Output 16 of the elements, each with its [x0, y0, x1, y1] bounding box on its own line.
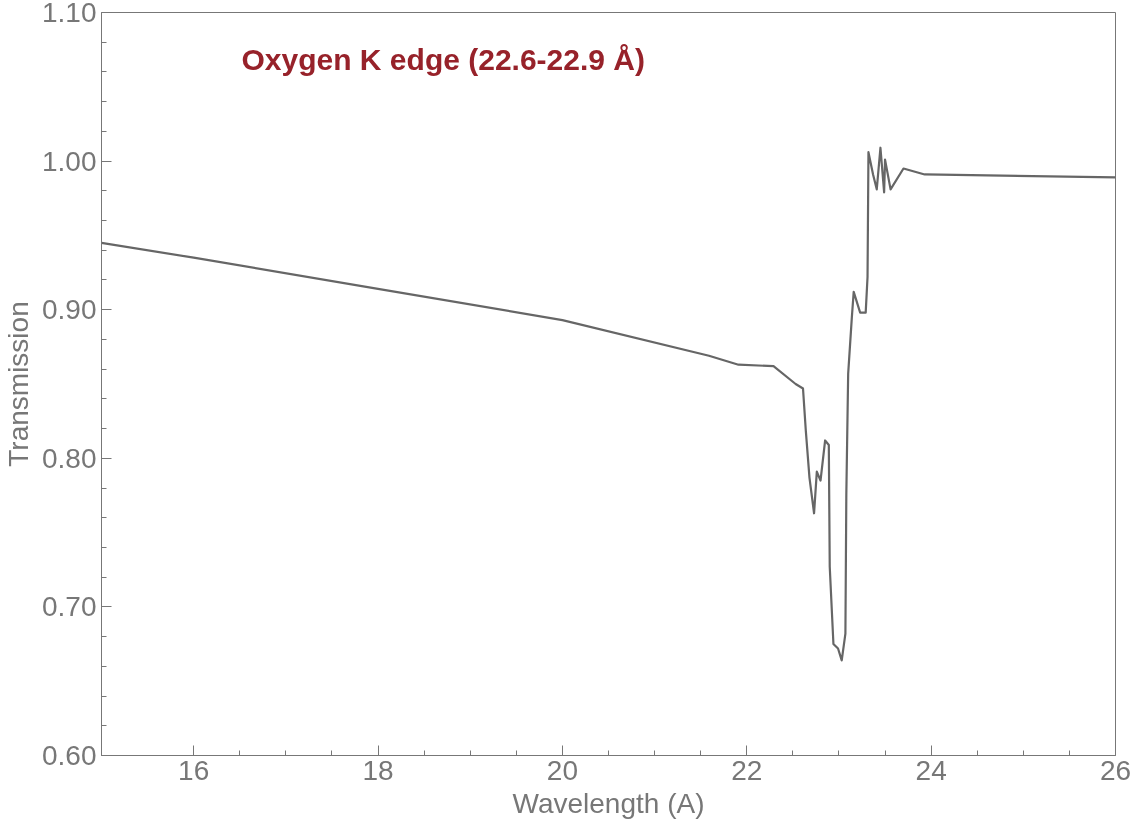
y-tick-label: 1.00: [42, 145, 97, 177]
annotation: Oxygen K edge (22.6-22.9 Å): [241, 42, 645, 76]
y-tick-label: 0.90: [42, 294, 97, 326]
x-axis-title: Wavelength (A): [512, 787, 705, 819]
y-tick-label: 1.10: [42, 0, 97, 28]
y-axis-title: Transmission: [3, 301, 34, 467]
x-tick-label: 20: [546, 754, 578, 786]
x-tick-label: 16: [178, 754, 210, 786]
y-tick-label: 0.60: [42, 740, 97, 771]
x-tick-label: 24: [915, 754, 947, 786]
x-tick-label: 22: [731, 754, 763, 786]
x-tick-label: 26: [1099, 754, 1132, 786]
y-tick-label: 0.80: [42, 442, 97, 474]
line-series: [101, 146, 1116, 662]
x-tick-label: 18: [362, 754, 394, 786]
y-tick-label: 0.70: [42, 591, 97, 623]
